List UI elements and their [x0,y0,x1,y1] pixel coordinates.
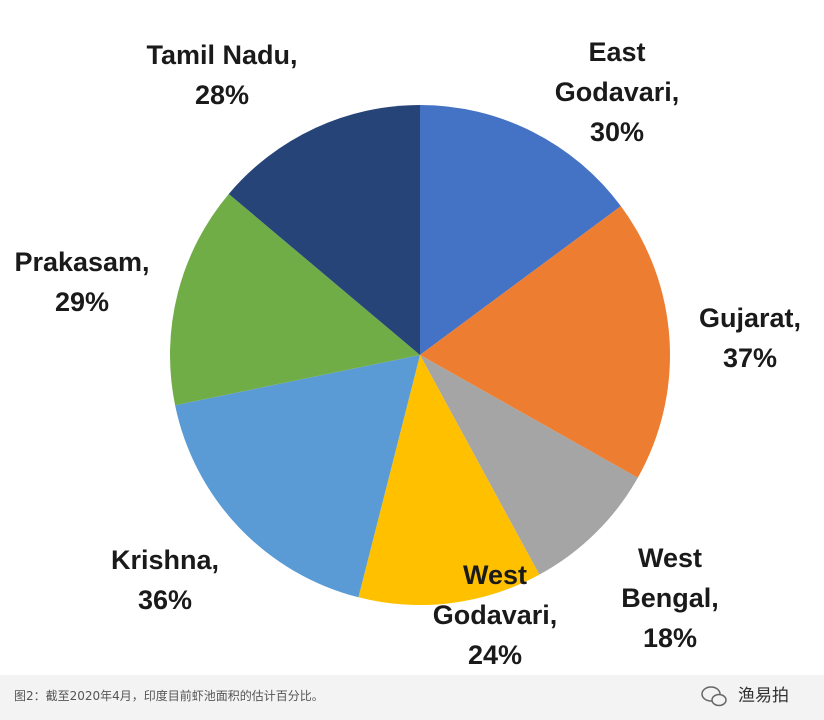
slice-label: Krishna, 36% [110,545,220,615]
slice-label: Gujarat, 37% [698,303,802,373]
caption: 图2：截至2020年4月，印度目前虾池面积的估计百分比。 [14,689,324,703]
watermark: 渔易拍 [738,686,789,706]
slice-label: Prakasam, 29% [14,247,150,317]
slice-label: West Godavari, 24% [432,560,558,670]
pie-slice [420,206,671,478]
pie-slice [228,105,420,355]
slice-label: East Godavari, 30% [554,37,680,147]
pie-slice [420,355,638,575]
chart [170,105,671,605]
pie-slice [358,355,540,605]
slice-label: West Bengal, 18% [621,543,719,653]
footer: 图2：截至2020年4月，印度目前虾池面积的估计百分比。 渔易拍 [0,675,824,720]
slice-label: Tamil Nadu, 28% [146,40,298,110]
pie-slice [420,105,621,355]
pie-slice [170,193,420,406]
wechat-icon [701,686,727,707]
pie-slice [175,355,420,598]
